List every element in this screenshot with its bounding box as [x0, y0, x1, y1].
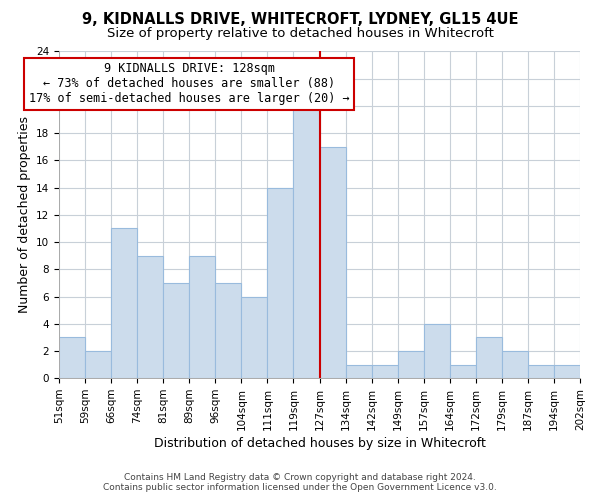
Y-axis label: Number of detached properties: Number of detached properties	[17, 116, 31, 314]
Bar	[59, 338, 85, 378]
Text: Contains HM Land Registry data © Crown copyright and database right 2024.
Contai: Contains HM Land Registry data © Crown c…	[103, 473, 497, 492]
Bar	[371, 364, 398, 378]
Bar	[528, 364, 554, 378]
Bar	[320, 147, 346, 378]
Bar	[476, 338, 502, 378]
Bar	[398, 351, 424, 378]
Text: 9 KIDNALLS DRIVE: 128sqm
← 73% of detached houses are smaller (88)
17% of semi-d: 9 KIDNALLS DRIVE: 128sqm ← 73% of detach…	[29, 62, 350, 106]
Bar	[424, 324, 450, 378]
Bar	[450, 364, 476, 378]
Bar	[215, 283, 241, 378]
Bar	[346, 364, 371, 378]
Bar	[241, 296, 268, 378]
Bar	[268, 188, 293, 378]
Bar	[293, 106, 320, 378]
Bar	[502, 351, 528, 378]
Bar	[137, 256, 163, 378]
Bar	[554, 364, 580, 378]
X-axis label: Distribution of detached houses by size in Whitecroft: Distribution of detached houses by size …	[154, 437, 485, 450]
Bar	[85, 351, 111, 378]
Text: Size of property relative to detached houses in Whitecroft: Size of property relative to detached ho…	[107, 28, 493, 40]
Bar	[111, 228, 137, 378]
Text: 9, KIDNALLS DRIVE, WHITECROFT, LYDNEY, GL15 4UE: 9, KIDNALLS DRIVE, WHITECROFT, LYDNEY, G…	[82, 12, 518, 28]
Bar	[163, 283, 189, 378]
Bar	[189, 256, 215, 378]
